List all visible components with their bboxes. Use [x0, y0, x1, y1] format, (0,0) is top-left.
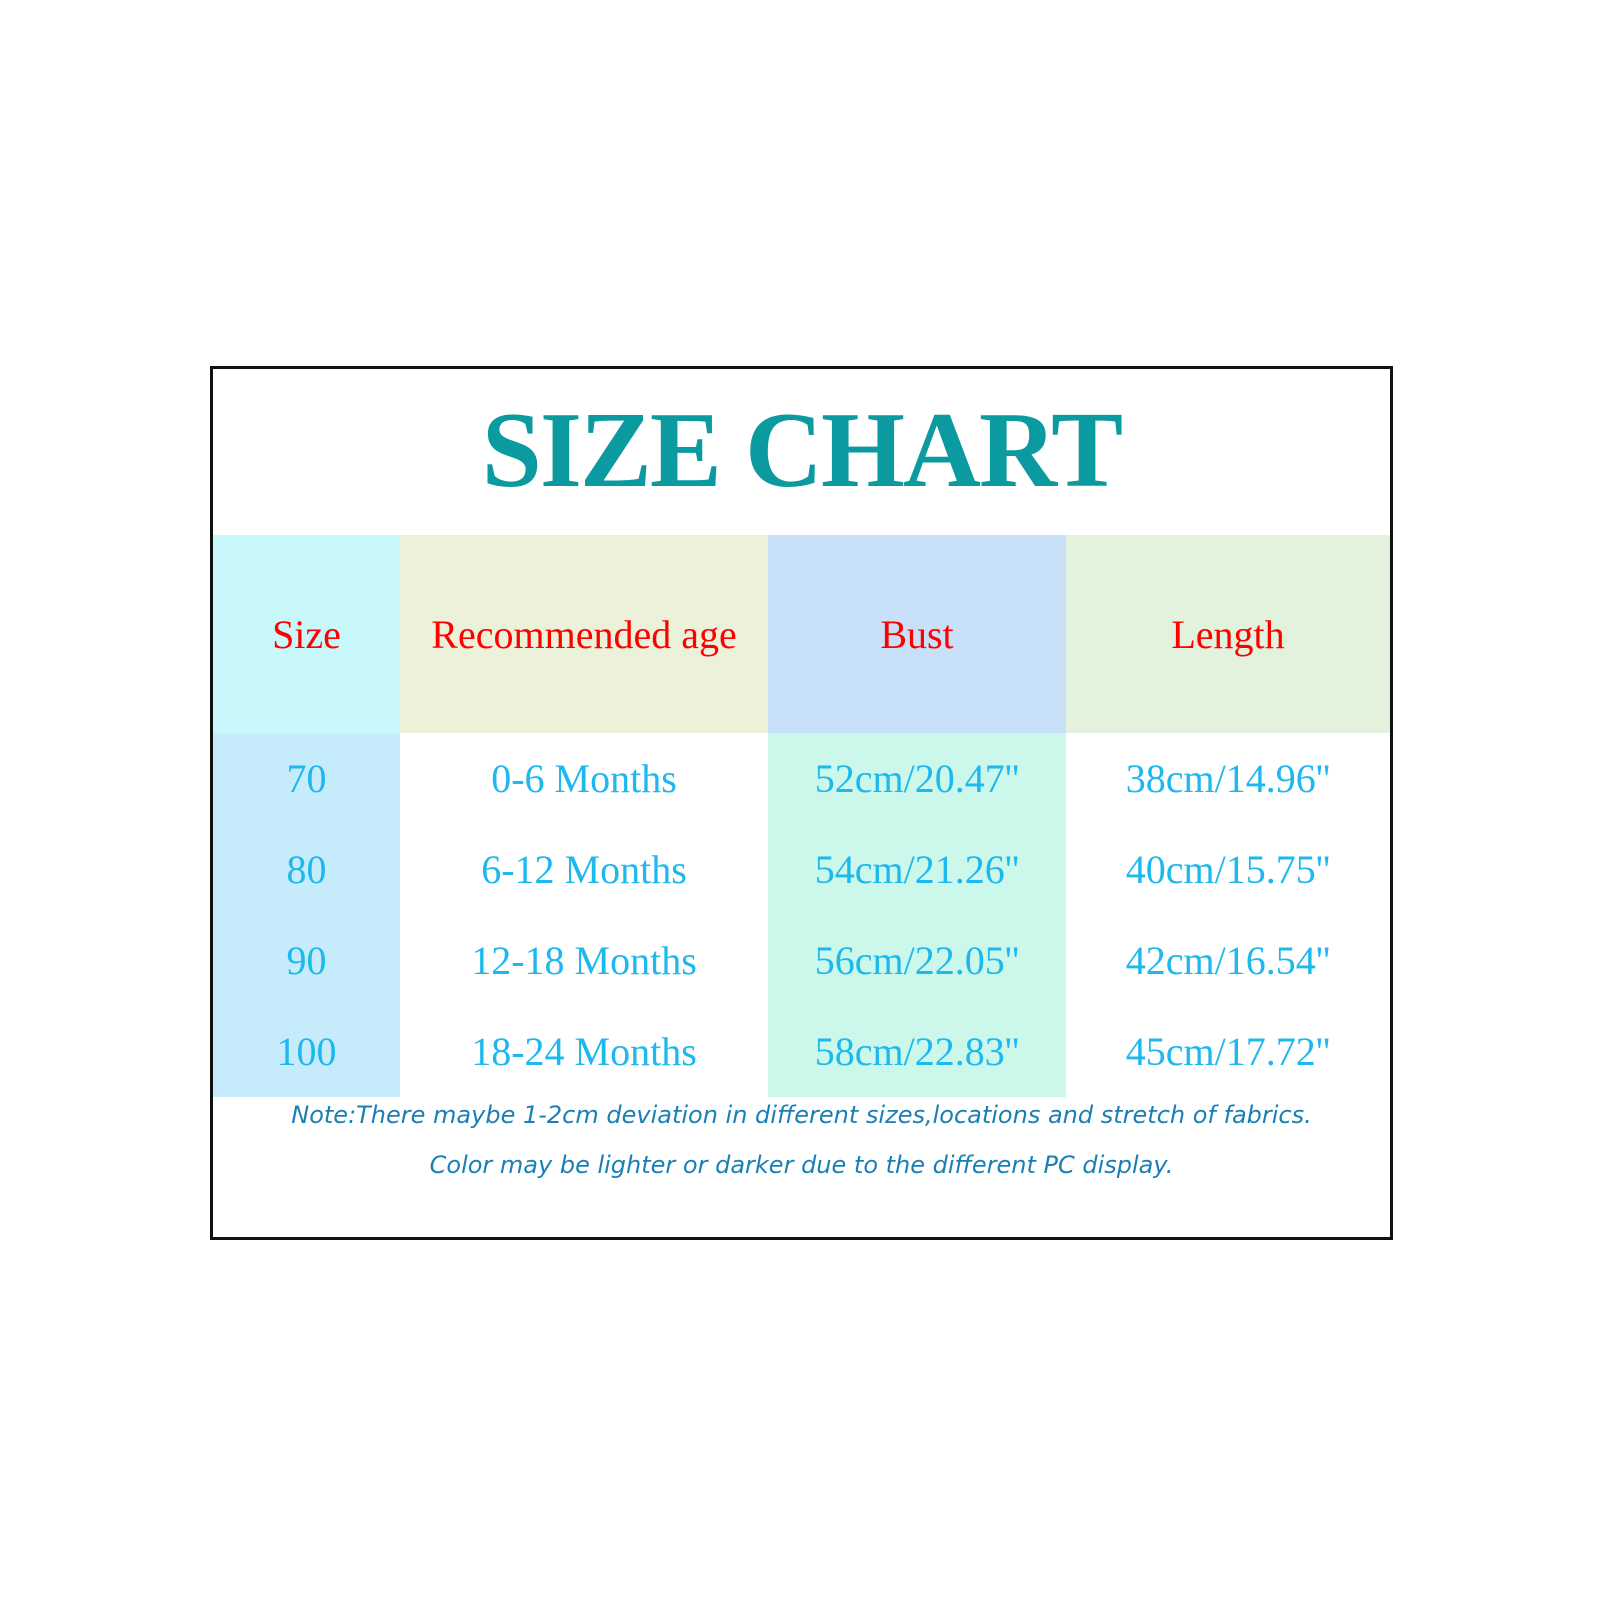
- cell-bust: 58cm/22.83'': [768, 1006, 1066, 1097]
- chart-title: SIZE CHART: [481, 391, 1123, 510]
- cell-age: 0-6 Months: [400, 733, 768, 824]
- cell-age: 6-12 Months: [400, 824, 768, 915]
- note-line-2: Color may be lighter or darker due to th…: [429, 1151, 1174, 1179]
- cell-age: 18-24 Months: [400, 1006, 768, 1097]
- cell-length: 40cm/15.75'': [1066, 824, 1390, 915]
- header-size: Size: [213, 535, 400, 733]
- cell-bust: 54cm/21.26'': [768, 824, 1066, 915]
- cell-size: 90: [213, 915, 400, 1006]
- cell-length: 42cm/16.54'': [1066, 915, 1390, 1006]
- header-length: Length: [1066, 535, 1390, 733]
- size-chart-frame: SIZE CHART Size Recommended age Bust Length…: [210, 366, 1393, 1240]
- header-age: Recommended age: [400, 535, 768, 733]
- cell-bust: 56cm/22.05'': [768, 915, 1066, 1006]
- header-bust: Bust: [768, 535, 1066, 733]
- cell-length: 45cm/17.72'': [1066, 1006, 1390, 1097]
- cell-size: 100: [213, 1006, 400, 1097]
- cell-age: 12-18 Months: [400, 915, 768, 1006]
- cell-size: 80: [213, 824, 400, 915]
- note-line-1: Note:There maybe 1-2cm deviation in diff…: [291, 1101, 1312, 1129]
- cell-length: 38cm/14.96'': [1066, 733, 1390, 824]
- cell-bust: 52cm/20.47'': [768, 733, 1066, 824]
- cell-size: 70: [213, 733, 400, 824]
